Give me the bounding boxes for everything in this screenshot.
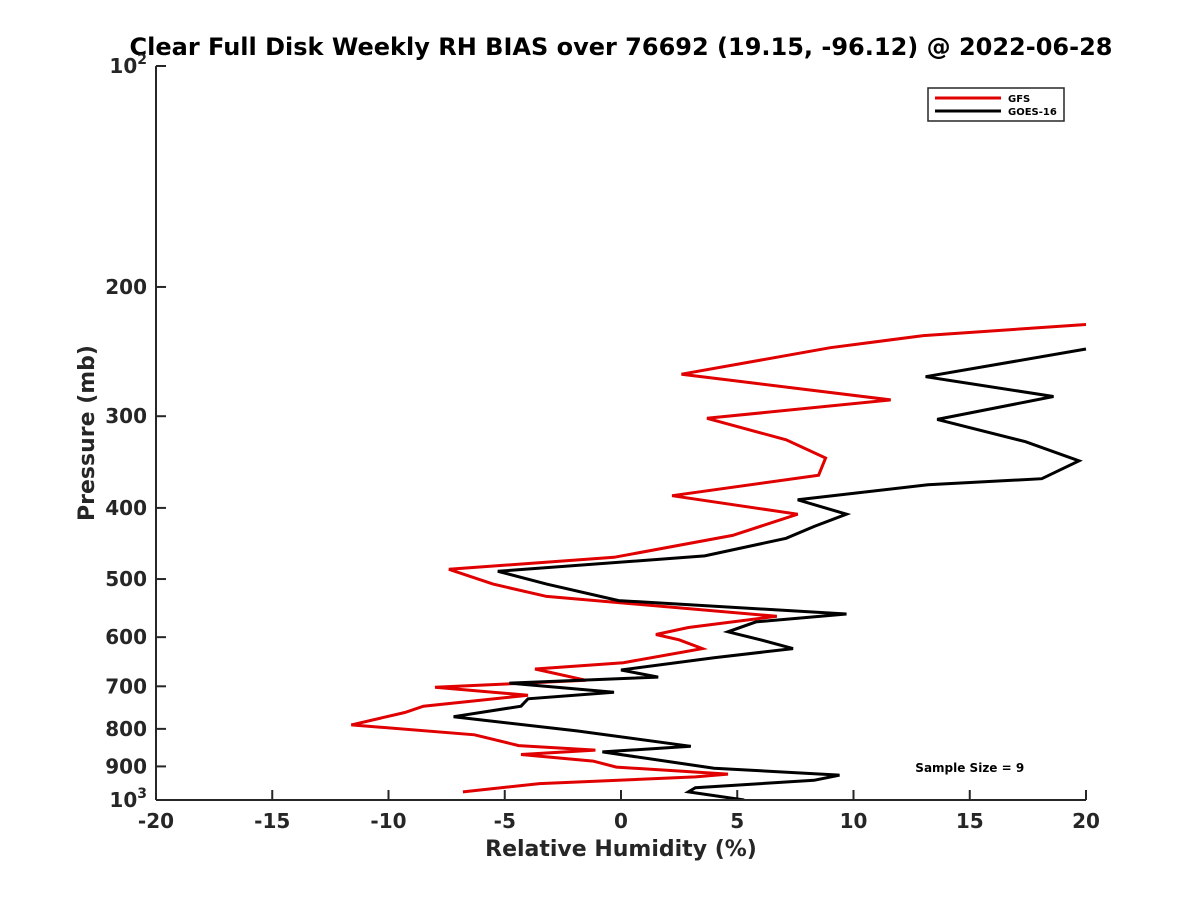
legend-label-gfs: GFS: [1008, 94, 1030, 105]
x-tick-label: 0: [614, 809, 628, 833]
y-tick-label: 300: [105, 404, 147, 428]
x-tick-label: -20: [138, 809, 174, 833]
series-line-goes16: [453, 347, 1087, 800]
y-tick-label: 103: [109, 786, 147, 812]
x-tick-label: 15: [956, 809, 984, 833]
sample-size-annotation: Sample Size = 9: [915, 761, 1024, 775]
y-tick-label: 600: [105, 625, 147, 649]
y-tick-label: 500: [105, 567, 147, 591]
x-tick-label: -5: [494, 809, 516, 833]
x-tick-label: 5: [730, 809, 744, 833]
chart-title: Clear Full Disk Weekly RH BIAS over 7669…: [130, 33, 1113, 61]
series-line-gfs: [350, 323, 1087, 794]
y-tick-label: 900: [105, 754, 147, 778]
x-tick-label: 20: [1072, 809, 1100, 833]
y-tick-label: 102: [109, 52, 147, 78]
legend-label-goes16: GOES-16: [1008, 107, 1057, 118]
legend-box: [927, 87, 1065, 122]
y-axis-label: Pressure (mb): [75, 345, 100, 521]
x-tick-label: -15: [254, 809, 290, 833]
x-tick-label: 10: [840, 809, 868, 833]
x-tick-label: -10: [370, 809, 406, 833]
legend: GFS GOES-16: [927, 87, 1065, 122]
y-tick-label: 700: [105, 674, 147, 698]
y-tick-label: 200: [105, 275, 147, 299]
y-tick-label: 400: [105, 496, 147, 520]
y-tick-label: 800: [105, 717, 147, 741]
x-axis-label: Relative Humidity (%): [485, 837, 757, 862]
